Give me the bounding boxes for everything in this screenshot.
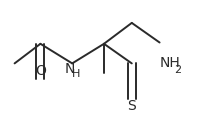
- Text: H: H: [72, 69, 80, 79]
- Text: O: O: [35, 64, 46, 78]
- Text: N: N: [65, 62, 75, 76]
- Text: S: S: [127, 100, 136, 114]
- Text: 2: 2: [174, 65, 182, 75]
- Text: NH: NH: [160, 56, 180, 70]
